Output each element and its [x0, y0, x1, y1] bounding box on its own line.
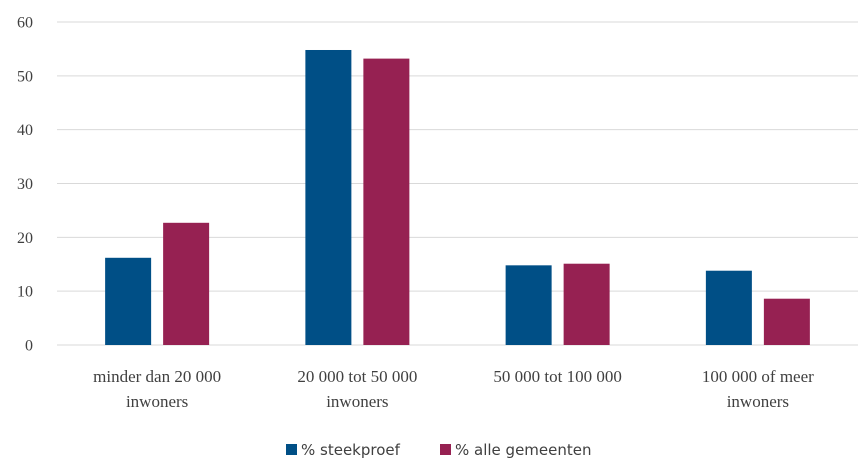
y-tick-label: 50 — [17, 68, 33, 85]
x-category-label: minder dan 20 000 — [93, 367, 221, 386]
legend-label: % alle gemeenten — [455, 441, 592, 459]
bar-alle-gemeenten — [363, 58, 410, 346]
x-category-label: inwoners — [326, 392, 388, 411]
x-category-label: inwoners — [727, 392, 789, 411]
legend-label: % steekproef — [301, 441, 401, 459]
bar-steekproef — [505, 265, 552, 345]
x-category-label: 100 000 of meer — [702, 367, 814, 386]
bar-steekproef — [705, 270, 752, 345]
bar-alle-gemeenten — [563, 263, 610, 345]
y-axis-tick-labels: 0 10 20 30 40 50 60 — [17, 15, 33, 355]
legend-swatch — [440, 444, 451, 455]
x-category-label: inwoners — [126, 392, 188, 411]
legend-swatch — [286, 444, 297, 455]
y-tick-label: 60 — [17, 15, 33, 32]
y-tick-label: 40 — [17, 122, 33, 139]
x-axis-category-labels: minder dan 20 000 inwoners 20 000 tot 50 0… — [93, 367, 814, 411]
y-tick-label: 30 — [17, 176, 33, 193]
x-category-label: 50 000 tot 100 000 — [493, 367, 621, 386]
y-tick-label: 20 — [17, 230, 33, 247]
bars — [105, 49, 810, 346]
x-category-label: 20 000 tot 50 000 — [297, 367, 417, 386]
bar-steekproef — [305, 49, 352, 345]
bar-alle-gemeenten — [163, 222, 210, 345]
bar-steekproef — [105, 257, 152, 345]
bar-alle-gemeenten — [763, 298, 810, 345]
y-tick-label: 0 — [25, 338, 33, 355]
legend: % steekproef % alle gemeenten — [286, 441, 592, 459]
y-tick-label: 10 — [17, 284, 33, 301]
